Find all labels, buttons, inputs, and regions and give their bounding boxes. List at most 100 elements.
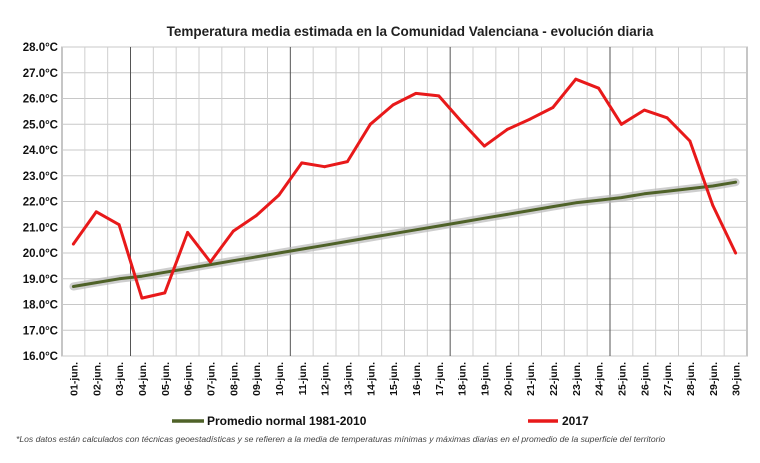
normal-point <box>277 251 281 255</box>
normal-point <box>300 247 303 251</box>
point-2017 <box>163 291 167 295</box>
x-tick-label: 16-jun. <box>411 362 423 396</box>
x-tick-label: 26-jun. <box>639 362 651 396</box>
point-2017 <box>72 242 75 246</box>
y-tick-label: 23.0°C <box>23 171 58 183</box>
normal-point <box>209 263 212 266</box>
x-tick-label: 19-jun. <box>479 362 491 396</box>
normal-point <box>665 190 669 193</box>
normal-point <box>711 184 714 188</box>
point-2017 <box>391 103 395 107</box>
legend-label-2017: 2017 <box>562 414 589 428</box>
normal-point <box>620 196 623 199</box>
x-tick-label: 22-jun. <box>548 362 560 396</box>
point-2017 <box>277 193 281 197</box>
x-tick-label: 08-jun. <box>228 362 240 396</box>
normal-point <box>369 236 372 239</box>
point-2017 <box>368 122 372 126</box>
point-2017 <box>94 210 98 214</box>
normal-point <box>163 271 166 274</box>
footnote: *Los datos están calculados con técnicas… <box>16 434 666 444</box>
normal-point <box>346 240 349 243</box>
y-tick-label: 20.0°C <box>23 248 58 260</box>
point-2017 <box>117 223 121 227</box>
normal-series-line <box>71 180 738 288</box>
point-2017 <box>734 251 737 255</box>
x-tick-label: 15-jun. <box>388 362 400 396</box>
point-2017 <box>505 127 509 131</box>
legend-label-normal: Promedio normal 1981-2010 <box>207 414 367 428</box>
y-tick-label: 24.0°C <box>23 145 58 157</box>
point-2017 <box>460 120 463 124</box>
y-tick-label: 21.0°C <box>23 222 58 234</box>
x-tick-label: 04-jun. <box>137 362 149 396</box>
x-tick-label: 18-jun. <box>457 362 469 396</box>
x-tick-label: 05-jun. <box>160 362 172 396</box>
normal-point <box>574 201 577 204</box>
x-tick-label: 09-jun. <box>251 362 263 396</box>
y-tick-label: 16.0°C <box>23 351 58 363</box>
x-tick-label: 14-jun. <box>365 362 377 396</box>
normal-point <box>254 255 258 259</box>
point-2017 <box>688 139 692 143</box>
point-2017 <box>300 161 304 165</box>
y-tick-label: 27.0°C <box>23 68 58 80</box>
point-2017 <box>140 296 144 300</box>
normal-point <box>95 281 98 284</box>
chart-title: Temperatura media estimada en la Comunid… <box>167 24 654 39</box>
x-tick-label: 02-jun. <box>91 362 103 396</box>
series-2017-line <box>71 77 738 300</box>
x-tick-label: 21-jun. <box>525 362 537 396</box>
y-tick-label: 19.0°C <box>23 274 58 286</box>
y-tick-label: 26.0°C <box>23 94 58 106</box>
x-tick-label: 17-jun. <box>434 362 446 396</box>
x-tick-label: 10-jun. <box>274 362 286 396</box>
normal-point <box>528 209 532 212</box>
point-2017 <box>323 165 326 169</box>
point-2017 <box>528 117 532 121</box>
normal-point <box>391 232 395 235</box>
point-2017 <box>483 144 486 148</box>
x-tick-label: 12-jun. <box>320 362 332 396</box>
normal-point <box>688 187 692 190</box>
x-tick-label: 07-jun. <box>205 362 217 396</box>
point-2017 <box>209 260 212 264</box>
normal-point <box>232 259 235 262</box>
y-tick-label: 28.0°C <box>23 42 58 54</box>
normal-point <box>140 274 144 278</box>
normal-point <box>414 228 418 232</box>
point-2017 <box>231 229 235 233</box>
point-2017 <box>414 91 418 95</box>
normal-point <box>437 224 440 228</box>
y-tick-label: 18.0°C <box>23 300 58 312</box>
point-2017 <box>186 231 189 234</box>
point-2017 <box>711 203 715 207</box>
x-tick-label: 25-jun. <box>616 362 628 396</box>
point-2017 <box>574 77 578 81</box>
x-tick-label: 13-jun. <box>342 362 354 396</box>
x-tick-label: 23-jun. <box>571 362 583 396</box>
normal-point <box>643 192 646 195</box>
point-2017 <box>665 116 669 120</box>
x-tick-label: 11-jun. <box>297 362 309 395</box>
point-2017 <box>346 160 349 163</box>
y-tick-label: 17.0°C <box>23 325 58 337</box>
point-2017 <box>254 214 258 218</box>
x-tick-label: 06-jun. <box>183 362 195 396</box>
normal-point <box>551 205 555 208</box>
point-2017 <box>437 94 441 98</box>
y-tick-label: 22.0°C <box>23 197 58 209</box>
normal-point <box>460 220 463 224</box>
normal-point <box>117 277 121 280</box>
point-2017 <box>597 86 600 90</box>
x-tick-label: 03-jun. <box>114 362 126 396</box>
point-2017 <box>551 106 555 109</box>
normal-point <box>734 180 737 184</box>
x-tick-label: 28-jun. <box>685 362 697 396</box>
x-tick-label: 30-jun. <box>731 362 743 396</box>
x-tick-label: 27-jun. <box>662 362 674 396</box>
normal-point <box>597 199 600 202</box>
normal-point <box>483 217 486 220</box>
